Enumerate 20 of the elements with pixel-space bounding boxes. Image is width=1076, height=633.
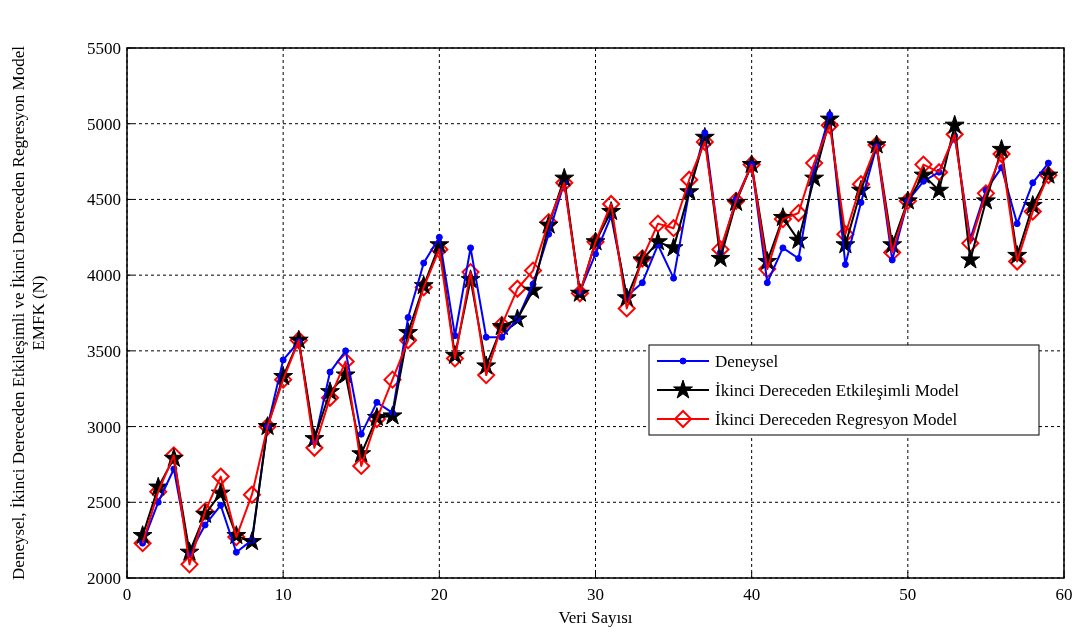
x-tick-label: 20 (430, 585, 448, 604)
y-tick-label: 4500 (87, 190, 121, 210)
x-tick-label: 60 (1055, 585, 1073, 604)
legend-label: İkinci Dereceden Regresyon Model (715, 410, 958, 429)
x-axis-title: Veri Sayısı (558, 608, 633, 627)
y-axis-title: Deneysel, İkinci Dereceden Etkileşimli ve İkinci Dereceden Regresyon Model EMFK (N) (9, 45, 48, 580)
y-tick-label: 5500 (87, 39, 121, 58)
legend-label: İkinci Dereceden Etkileşimli Model (715, 381, 960, 400)
y-tick-label: 2000 (87, 569, 121, 588)
x-tick-label: 0 (122, 585, 132, 604)
y-tick-label: 4000 (87, 266, 121, 286)
y-tick-label: 3000 (87, 417, 121, 437)
x-tick-label: 50 (899, 585, 917, 604)
y-tick-label: 2500 (87, 493, 121, 513)
x-tick-label: 40 (743, 585, 761, 604)
y-tick-label: 5000 (87, 114, 121, 134)
x-tick-label: 10 (274, 585, 292, 604)
y-tick-label: 3500 (87, 341, 121, 361)
legend-label: Deneysel (715, 352, 779, 371)
x-tick-label: 30 (587, 585, 604, 604)
